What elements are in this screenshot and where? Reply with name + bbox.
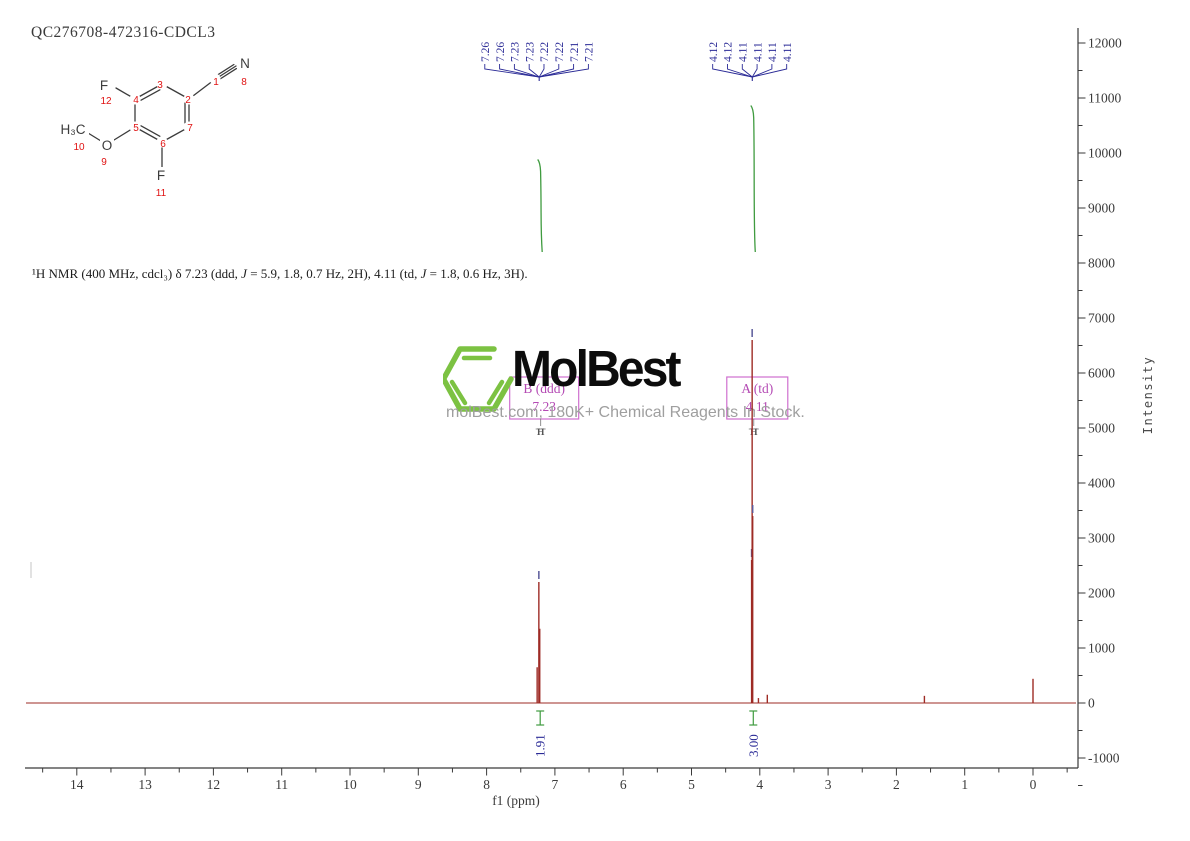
x-tick-label: 2 bbox=[893, 777, 900, 792]
y-tick-label: 2000 bbox=[1088, 586, 1115, 601]
multiplet-atom: H bbox=[750, 428, 758, 438]
multiplet-box bbox=[726, 376, 789, 420]
svg-text:9: 9 bbox=[101, 157, 107, 168]
molbest-logo-icon bbox=[443, 346, 514, 412]
y-tick-label: 3000 bbox=[1088, 531, 1115, 546]
molecule-structure: F F O N H₃C 1 2 3 4 5 6 7 8 9 10 11 12 bbox=[56, 56, 252, 199]
multiplet-id: B (ddd) bbox=[523, 381, 565, 396]
x-tick-label: 10 bbox=[343, 777, 357, 792]
axes: 14 13 12 11 10 9 8 7 6 5 4 3 2 1 0f1 (ppm)120001100010… bbox=[25, 28, 1155, 808]
multiplet-shift: 7.23 bbox=[532, 399, 556, 414]
x-tick-label: 13 bbox=[138, 777, 152, 792]
svg-text:1: 1 bbox=[213, 77, 219, 88]
svg-text:4: 4 bbox=[133, 95, 139, 106]
multiplet-box bbox=[509, 376, 580, 420]
methyl-label: H₃C bbox=[61, 122, 86, 137]
svg-text:8: 8 bbox=[241, 77, 247, 88]
atom-number-masks bbox=[56, 56, 252, 182]
y-tick-label: 6000 bbox=[1088, 366, 1115, 381]
oxygen-label: O bbox=[102, 138, 113, 153]
svg-text:2: 2 bbox=[185, 95, 191, 106]
x-tick-label: 0 bbox=[1030, 777, 1037, 792]
y-tick-label: 0 bbox=[1088, 696, 1095, 711]
x-tick-label: 5 bbox=[688, 777, 695, 792]
svg-text:10: 10 bbox=[73, 142, 85, 153]
y-tick-label: 11000 bbox=[1088, 91, 1121, 106]
x-tick-label: 3 bbox=[825, 777, 832, 792]
svg-text:11: 11 bbox=[156, 188, 167, 199]
molbest-logo-text: MolBest bbox=[512, 340, 682, 397]
x-tick-label: 4 bbox=[756, 777, 763, 792]
fluorine-bottom-label: F bbox=[157, 168, 165, 183]
x-axis-title: f1 (ppm) bbox=[492, 793, 540, 808]
y-tick-label: 4000 bbox=[1088, 476, 1115, 491]
multiplet-id: A (td) bbox=[741, 381, 773, 396]
y-tick-label: 1000 bbox=[1088, 641, 1115, 656]
x-tick-label: 7 bbox=[552, 777, 559, 792]
fluorine-top-label: F bbox=[100, 78, 108, 93]
svg-text:7: 7 bbox=[187, 123, 193, 134]
y-tick-label: -1000 bbox=[1088, 751, 1120, 766]
integral-curve bbox=[537, 159, 543, 253]
sample-title: QC276708-472316-CDCL3 bbox=[31, 24, 216, 41]
svg-text:12: 12 bbox=[100, 96, 112, 107]
multiplet-atom: H bbox=[537, 428, 545, 438]
svg-text:3: 3 bbox=[157, 80, 163, 91]
y-tick-label: 7000 bbox=[1088, 311, 1115, 326]
x-tick-label: 14 bbox=[70, 777, 84, 792]
nmr-assignment-text: ¹H NMR (400 MHz, cdcl₃) δ 7.23 (ddd, J =… bbox=[32, 266, 528, 281]
y-tick-label: 12000 bbox=[1088, 36, 1122, 51]
watermark-tagline: molBest.com, 180K+ Chemical Reagents In … bbox=[446, 404, 805, 421]
svg-text:6: 6 bbox=[160, 139, 166, 150]
molbest-watermark: MolBest molBest.com, 180K+ Chemical Reag… bbox=[443, 340, 805, 425]
y-tick-label: 5000 bbox=[1088, 421, 1115, 436]
nitrogen-label: N bbox=[240, 56, 250, 71]
y-axis-title: Intensity bbox=[1141, 356, 1155, 435]
y-tick-label: 8000 bbox=[1088, 256, 1115, 271]
x-tick-label: 12 bbox=[207, 777, 221, 792]
y-tick-label: 9000 bbox=[1088, 201, 1115, 216]
x-tick-label: 1 bbox=[961, 777, 968, 792]
x-tick-label: 9 bbox=[415, 777, 422, 792]
integral-curves bbox=[537, 105, 756, 253]
atom-labels: F F O N H₃C bbox=[61, 56, 250, 183]
y-tick-label: 10000 bbox=[1088, 146, 1122, 161]
svg-text:5: 5 bbox=[133, 123, 139, 134]
x-tick-label: 6 bbox=[620, 777, 627, 792]
integral-curve bbox=[750, 105, 756, 253]
x-tick-label: 8 bbox=[483, 777, 490, 792]
x-tick-label: 11 bbox=[275, 777, 288, 792]
atom-numbers: 1 2 3 4 5 6 7 8 9 10 11 12 bbox=[73, 77, 247, 199]
